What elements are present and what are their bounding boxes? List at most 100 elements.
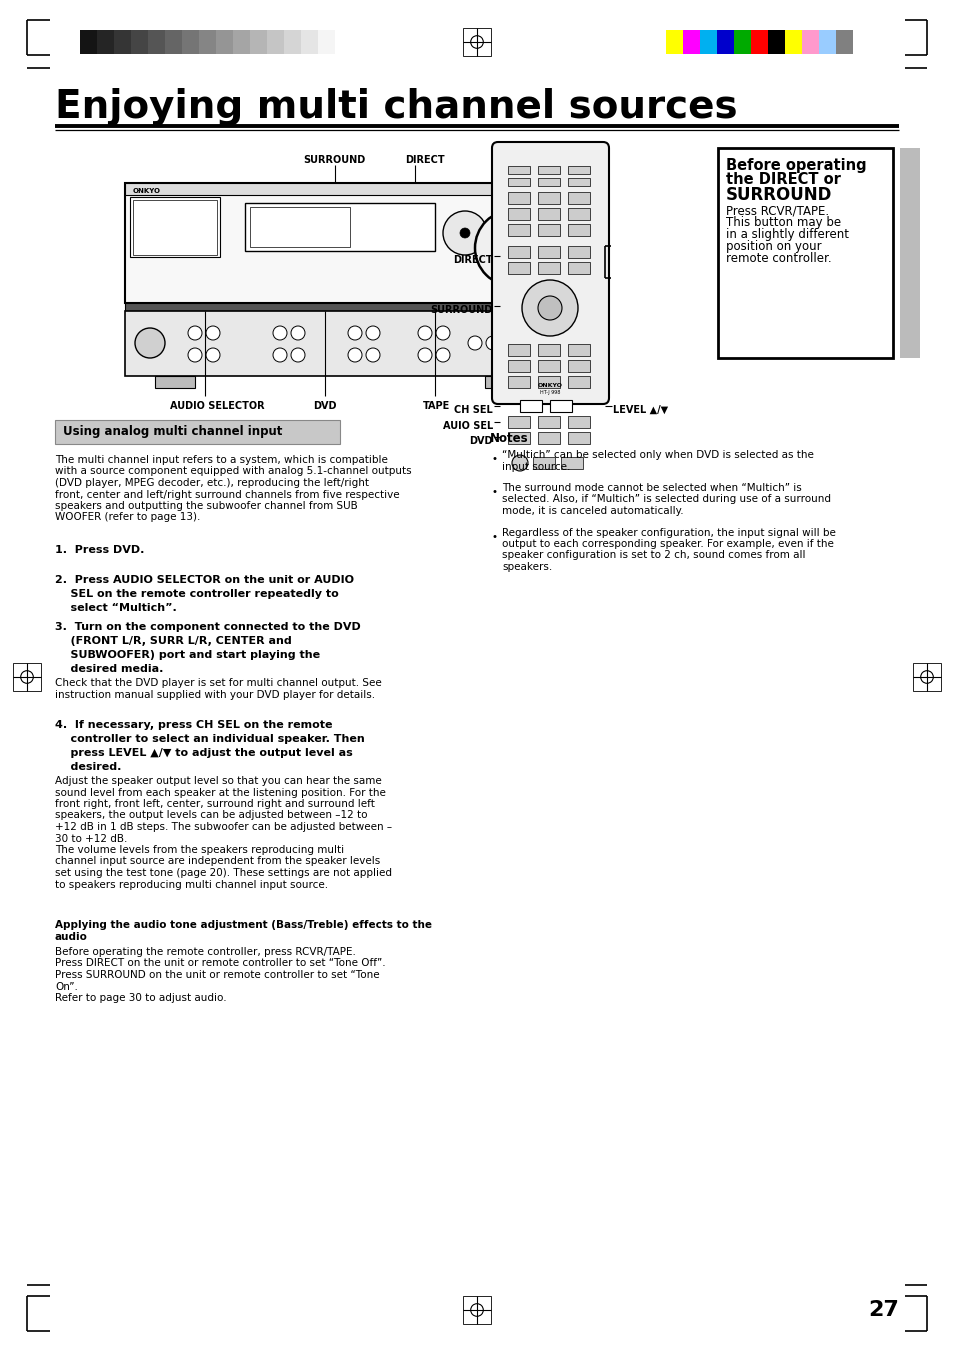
Text: Press RCVR/TAPE.: Press RCVR/TAPE. — [725, 204, 828, 218]
Text: 30 to +12 dB.: 30 to +12 dB. — [55, 834, 128, 843]
Text: press LEVEL ▲/▼ to adjust the output level as: press LEVEL ▲/▼ to adjust the output lev… — [55, 748, 353, 758]
Bar — [567, 192, 589, 204]
Text: (FRONT L/R, SURR L/R, CENTER and: (FRONT L/R, SURR L/R, CENTER and — [55, 636, 292, 646]
Text: Using analog multi channel input: Using analog multi channel input — [63, 426, 282, 438]
Bar — [507, 224, 530, 236]
Text: 3.  Turn on the component connected to the DVD: 3. Turn on the component connected to th… — [55, 621, 360, 632]
Text: •: • — [492, 531, 497, 542]
Bar — [507, 376, 530, 388]
Circle shape — [417, 349, 432, 362]
Text: 2.  Press AUDIO SELECTOR on the unit or AUDIO: 2. Press AUDIO SELECTOR on the unit or A… — [55, 576, 354, 585]
Bar — [550, 400, 572, 412]
Circle shape — [459, 228, 470, 238]
Text: the DIRECT or: the DIRECT or — [725, 172, 840, 186]
Text: SURROUND: SURROUND — [431, 305, 493, 315]
Text: controller to select an individual speaker. Then: controller to select an individual speak… — [55, 734, 364, 744]
Text: This button may be: This button may be — [725, 216, 841, 230]
Text: 27: 27 — [867, 1300, 898, 1320]
Text: speakers, the output levels can be adjusted between –12 to: speakers, the output levels can be adjus… — [55, 811, 367, 820]
Text: ONKYO: ONKYO — [537, 382, 562, 388]
Bar — [507, 166, 530, 174]
Bar — [267, 30, 284, 54]
Text: speakers.: speakers. — [501, 562, 552, 571]
Bar — [567, 416, 589, 428]
Bar — [113, 30, 131, 54]
Bar — [717, 30, 733, 54]
Bar — [801, 30, 818, 54]
Text: Regardless of the speaker configuration, the input signal will be: Regardless of the speaker configuration,… — [501, 527, 835, 538]
Bar — [125, 182, 555, 303]
Bar — [125, 311, 555, 376]
Text: TAPE: TAPE — [422, 401, 450, 411]
Bar — [567, 166, 589, 174]
Circle shape — [512, 455, 527, 471]
Bar — [567, 224, 589, 236]
Text: DVD: DVD — [469, 436, 493, 446]
Bar — [519, 400, 541, 412]
Circle shape — [442, 211, 486, 255]
Bar — [537, 166, 559, 174]
Text: Adjust the speaker output level so that you can hear the same: Adjust the speaker output level so that … — [55, 775, 381, 786]
Bar — [199, 30, 215, 54]
Text: Before operating the remote controller, press RCVR/TAPE.: Before operating the remote controller, … — [55, 947, 355, 957]
Bar — [132, 200, 216, 255]
Text: front, center and left/right surround channels from five respective: front, center and left/right surround ch… — [55, 489, 399, 500]
Bar — [567, 208, 589, 220]
Bar — [567, 376, 589, 388]
Circle shape — [188, 349, 202, 362]
Bar — [537, 262, 559, 274]
Bar — [537, 432, 559, 444]
Bar — [750, 30, 767, 54]
Bar — [55, 420, 339, 444]
Bar — [567, 359, 589, 372]
Text: channel input source are independent from the speaker levels: channel input source are independent fro… — [55, 857, 380, 866]
Text: in a slightly different: in a slightly different — [725, 228, 848, 240]
Text: Applying the audio tone adjustment (Bass/Treble) effects to the: Applying the audio tone adjustment (Bass… — [55, 920, 432, 929]
Bar — [537, 192, 559, 204]
Text: with a source component equipped with analog 5.1-channel outputs: with a source component equipped with an… — [55, 466, 411, 477]
Text: output to each corresponding speaker. For example, even if the: output to each corresponding speaker. Fo… — [501, 539, 833, 549]
Bar — [250, 30, 267, 54]
Text: AUDIO SELECTOR: AUDIO SELECTOR — [170, 401, 264, 411]
Text: sound level from each speaker at the listening position. For the: sound level from each speaker at the lis… — [55, 788, 385, 797]
Circle shape — [475, 209, 551, 286]
Circle shape — [206, 326, 220, 340]
Circle shape — [206, 349, 220, 362]
Text: Press DIRECT on the unit or remote controller to set “Tone Off”.: Press DIRECT on the unit or remote contr… — [55, 958, 385, 969]
Bar — [665, 30, 682, 54]
Bar — [215, 30, 233, 54]
Text: mode, it is canceled automatically.: mode, it is canceled automatically. — [501, 507, 683, 516]
Bar — [537, 359, 559, 372]
Bar — [507, 246, 530, 258]
Bar — [97, 30, 113, 54]
Text: ONKYO: ONKYO — [132, 188, 161, 195]
Circle shape — [468, 336, 481, 350]
Circle shape — [366, 326, 379, 340]
Circle shape — [436, 349, 450, 362]
Text: instruction manual supplied with your DVD player for details.: instruction manual supplied with your DV… — [55, 689, 375, 700]
Text: speaker configuration is set to 2 ch, sound comes from all: speaker configuration is set to 2 ch, so… — [501, 550, 804, 561]
Bar — [567, 432, 589, 444]
Text: The multi channel input refers to a system, which is compatible: The multi channel input refers to a syst… — [55, 455, 388, 465]
Bar — [784, 30, 801, 54]
Circle shape — [348, 326, 361, 340]
Text: selected. Also, if “Multich” is selected during use of a surround: selected. Also, if “Multich” is selected… — [501, 494, 830, 504]
Bar — [317, 30, 335, 54]
Bar — [80, 30, 97, 54]
Bar — [507, 192, 530, 204]
Circle shape — [525, 336, 539, 350]
Circle shape — [485, 336, 499, 350]
Bar — [284, 30, 301, 54]
Circle shape — [348, 349, 361, 362]
Bar — [718, 149, 892, 358]
Text: Check that the DVD player is set for multi channel output. See: Check that the DVD player is set for mul… — [55, 678, 381, 688]
Bar — [767, 30, 784, 54]
Bar — [899, 149, 919, 358]
Text: •: • — [492, 486, 497, 497]
Circle shape — [521, 280, 578, 336]
Bar — [507, 262, 530, 274]
Circle shape — [273, 326, 287, 340]
FancyBboxPatch shape — [492, 142, 608, 404]
Text: AUIO SEL: AUIO SEL — [442, 422, 493, 431]
Bar — [537, 416, 559, 428]
